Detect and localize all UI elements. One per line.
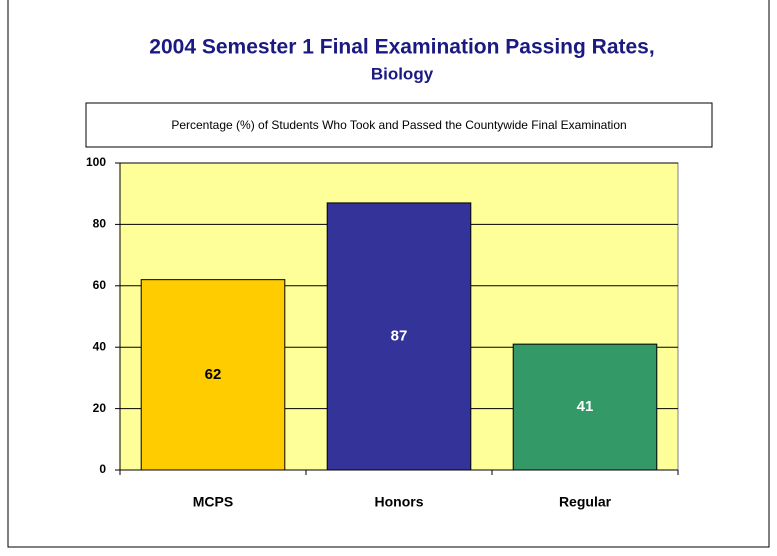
chart-title: 2004 Semester 1 Final Examination Passin… xyxy=(149,36,654,59)
data-label: 41 xyxy=(577,398,594,415)
y-tick-label: 100 xyxy=(86,155,106,169)
bar xyxy=(326,202,472,471)
chart-subtitle: Biology xyxy=(371,64,434,83)
data-label: 62 xyxy=(205,366,222,383)
bar xyxy=(140,279,286,471)
x-tick-label: MCPS xyxy=(193,494,233,510)
y-tick-label: 80 xyxy=(93,217,107,231)
y-tick-label: 60 xyxy=(93,278,107,292)
data-label: 87 xyxy=(391,327,408,344)
annotation-box xyxy=(85,102,713,148)
frame xyxy=(7,0,770,548)
bar xyxy=(512,343,658,471)
y-tick-label: 40 xyxy=(93,339,107,353)
annotation: Percentage (%) of Students Who Took and … xyxy=(171,118,626,132)
y-tick-label: 20 xyxy=(93,401,107,415)
x-tick-label: Honors xyxy=(375,494,424,510)
y-tick-label: 0 xyxy=(99,462,106,476)
x-tick-label: Regular xyxy=(559,494,612,510)
